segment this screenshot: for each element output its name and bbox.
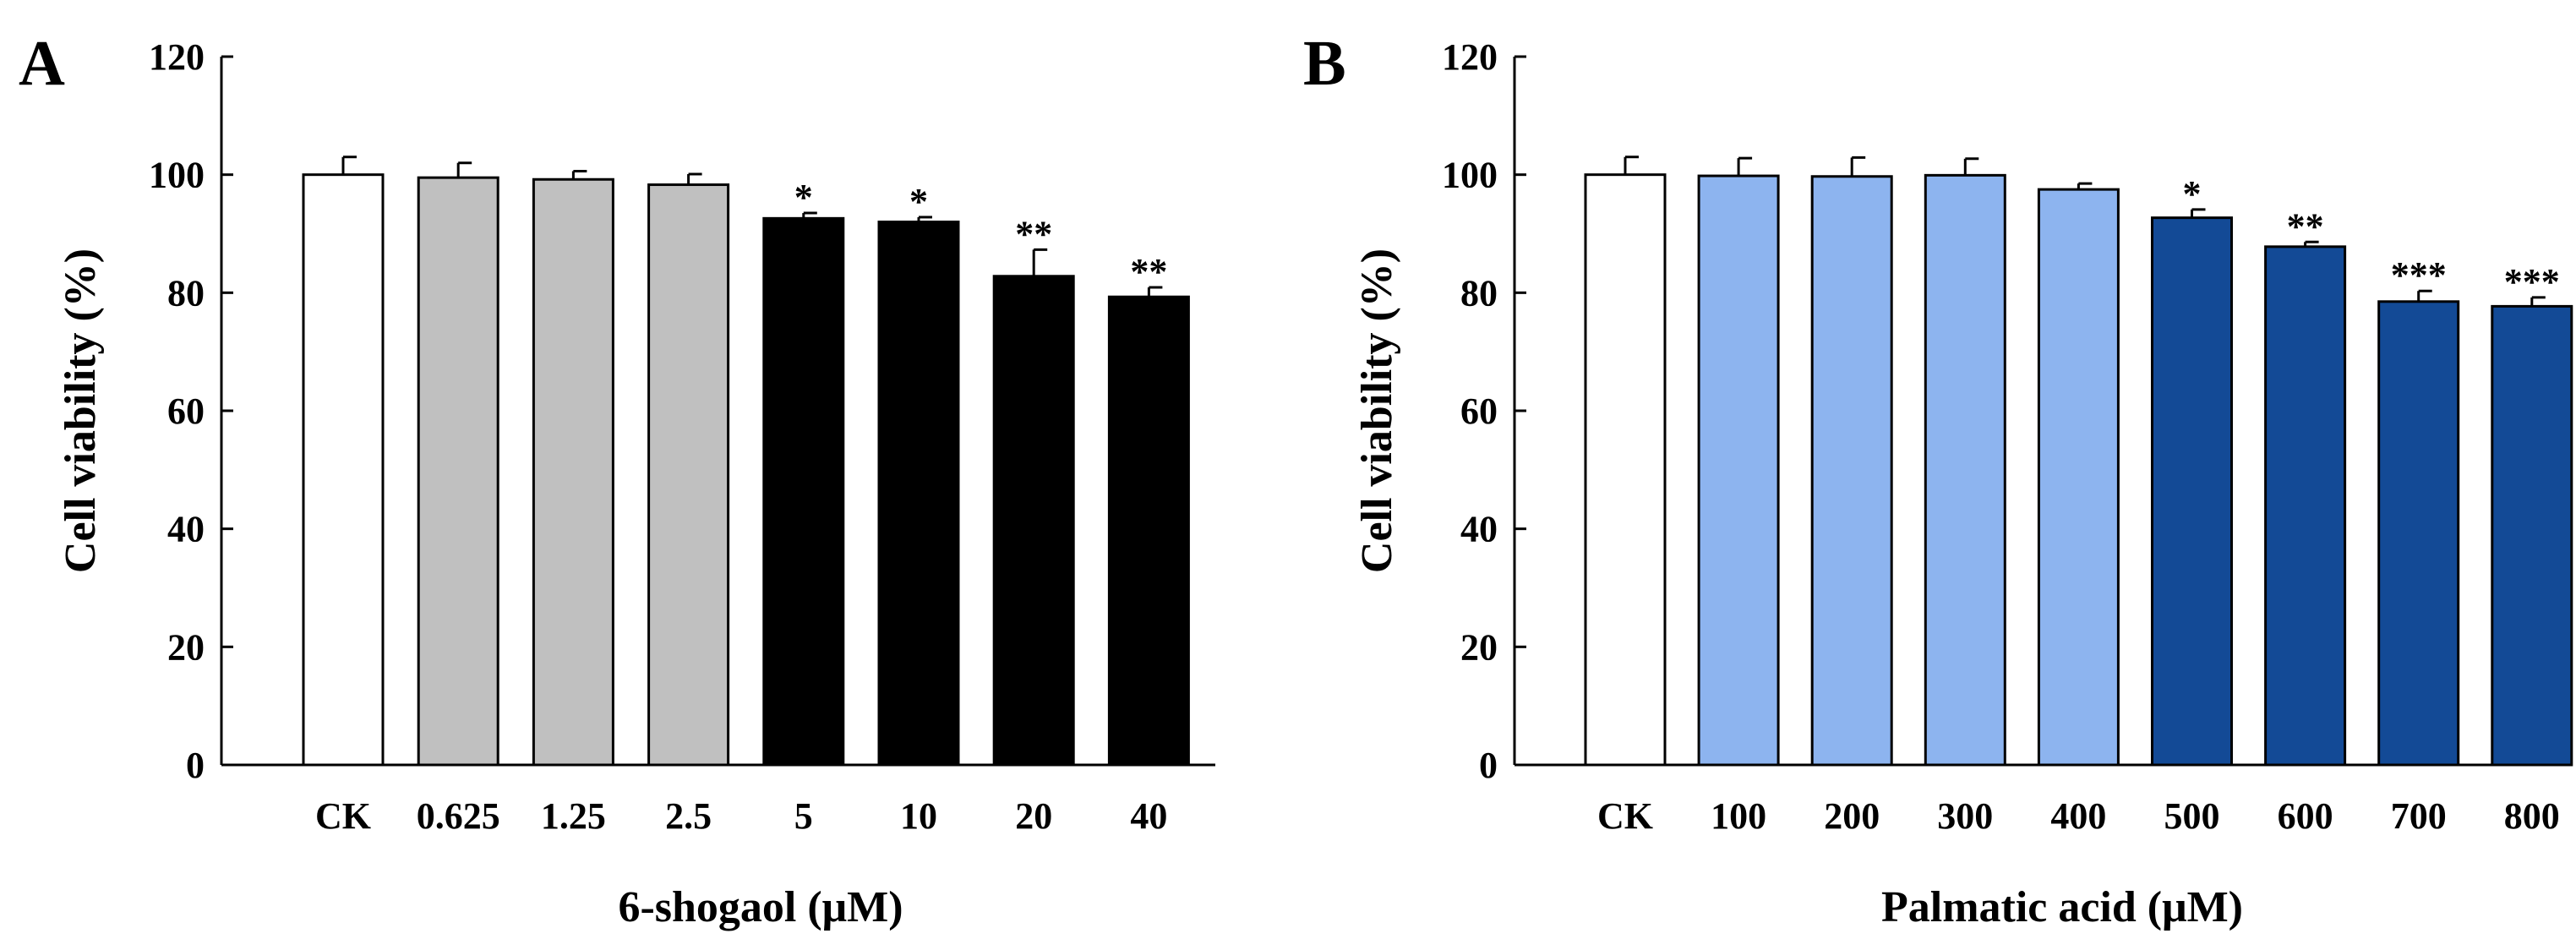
bar [1697, 174, 1780, 767]
bar [302, 173, 385, 767]
bars: ****** *** [1584, 156, 2573, 767]
y-tick-label: 20 [167, 626, 205, 668]
panel-letter: B [1303, 28, 1346, 99]
y-tick-label: 100 [1442, 155, 1498, 196]
y-axis-title: Cell viability (%) [1353, 248, 1401, 573]
significance-label: * [2183, 173, 2202, 215]
x-tick-label: 400 [2050, 795, 2106, 837]
x-tick-label: 40 [1130, 795, 1167, 837]
bar [1924, 173, 2006, 767]
bar [1107, 295, 1190, 767]
x-tick-label: 10 [900, 795, 937, 837]
x-tick-label: 300 [1937, 795, 1993, 837]
x-tick-label: 500 [2164, 795, 2220, 837]
bar [877, 221, 960, 767]
x-tick-label: 1.25 [541, 795, 606, 837]
x-tick-label: 0.625 [417, 795, 500, 837]
x-tick-label: 20 [1015, 795, 1052, 837]
bar [2491, 304, 2573, 767]
y-tick-label: 0 [186, 745, 205, 786]
y-tick-label: 40 [1460, 509, 1498, 550]
bar [1810, 175, 1893, 767]
x-tick-labels: CK 100 200 300 400 500 600 700 800 [1597, 795, 2560, 837]
x-tick-label: 5 [794, 795, 813, 837]
y-tick-label: 40 [167, 509, 205, 550]
y-tick-label: 60 [167, 390, 205, 432]
significance-label: ** [1130, 251, 1167, 292]
significance-label: ** [1015, 213, 1052, 254]
y-tick-label: 100 [149, 155, 205, 196]
x-tick-labels: CK 0.625 1.25 2.5 5 10 20 40 [315, 795, 1167, 837]
x-tick-label: CK [1597, 795, 1653, 837]
bar [417, 176, 499, 767]
significance-label: * [909, 181, 928, 222]
y-axis-title: Cell viability (%) [57, 248, 105, 573]
x-axis-title: 6-shogaol (μM) [618, 883, 903, 931]
x-tick-label: 600 [2278, 795, 2333, 837]
bars: * ***** [302, 156, 1190, 767]
bar [2037, 188, 2120, 767]
significance-label: *** [2504, 261, 2560, 303]
bar [532, 177, 614, 767]
y-tick-label: 80 [167, 272, 205, 314]
significance-label: *** [2391, 254, 2447, 296]
significance-label: ** [2287, 205, 2324, 247]
bar [647, 183, 730, 767]
x-tick-label: 2.5 [665, 795, 712, 837]
significance-label: * [794, 177, 813, 218]
y-ticks: 0 20 40 60 80 100 120 [1442, 36, 1526, 786]
bar [2377, 300, 2460, 767]
y-tick-label: 20 [1460, 626, 1498, 668]
y-ticks: 0 20 40 60 80 100 120 [149, 36, 233, 786]
bar [2264, 245, 2347, 767]
bar [762, 216, 845, 767]
x-axis-title: Palmatic acid (μM) [1881, 883, 2243, 931]
bar [992, 275, 1075, 767]
y-tick-label: 0 [1479, 745, 1498, 786]
bar [2151, 216, 2233, 767]
x-tick-label: CK [315, 795, 371, 837]
y-tick-label: 120 [1442, 36, 1498, 78]
x-tick-label: 100 [1711, 795, 1766, 837]
bar [1584, 173, 1667, 767]
x-tick-label: 700 [2391, 795, 2447, 837]
panel-letter: A [19, 28, 65, 99]
x-tick-label: 800 [2504, 795, 2560, 837]
y-tick-label: 80 [1460, 272, 1498, 314]
x-tick-label: 200 [1824, 795, 1880, 837]
y-tick-label: 120 [149, 36, 205, 78]
y-tick-label: 60 [1460, 390, 1498, 432]
